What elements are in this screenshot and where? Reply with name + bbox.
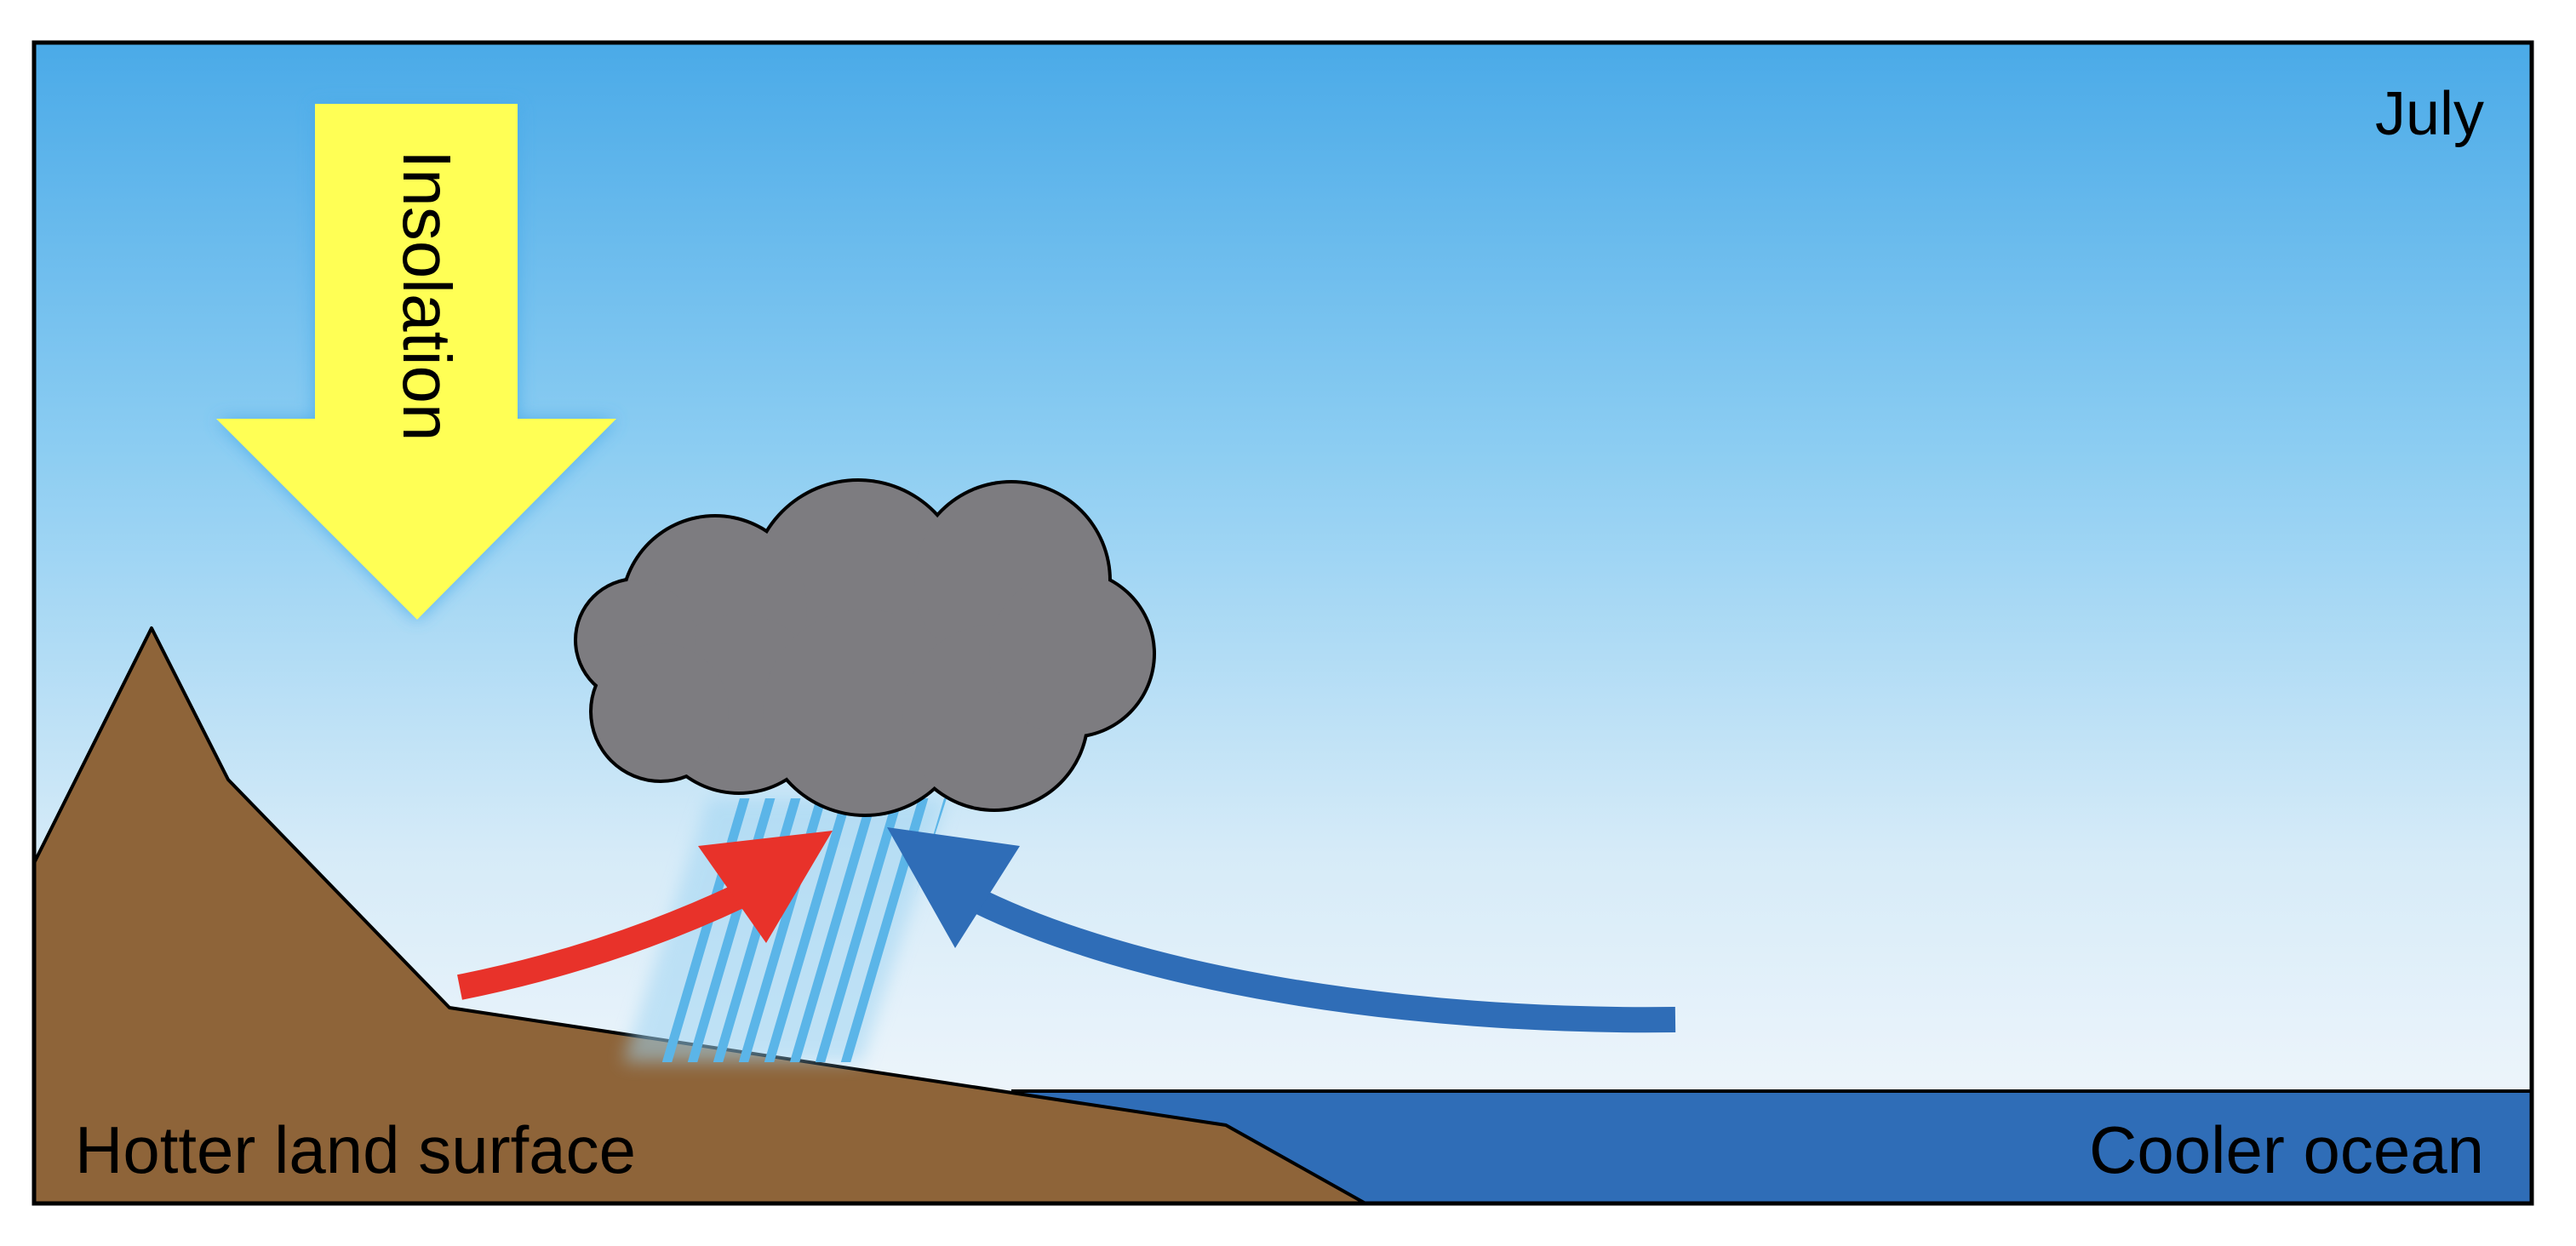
- insolation-arrow-icon: [216, 104, 616, 620]
- warm-air-arrow-icon: [457, 831, 833, 1000]
- rain-streak: [684, 798, 780, 1062]
- rain-streak: [812, 798, 907, 1062]
- insolation-label: Insolation: [389, 150, 465, 441]
- ocean-label: Cooler ocean: [2089, 1112, 2484, 1187]
- rain-streak: [659, 798, 754, 1062]
- rain-streak: [761, 798, 856, 1062]
- diagram-frame: [31, 40, 2534, 1206]
- rain-streak: [787, 798, 882, 1062]
- rain-streak: [736, 798, 831, 1062]
- rain-cloud-icon: [574, 478, 1156, 817]
- cool-air-arrow-icon: [887, 827, 1676, 1033]
- month-label: July: [2375, 80, 2484, 148]
- land-label: Hotter land surface: [75, 1112, 636, 1187]
